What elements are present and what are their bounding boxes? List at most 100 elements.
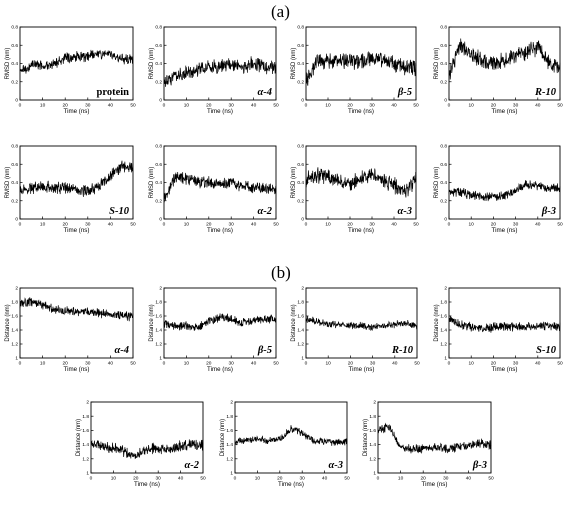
- y-tick-label: 2: [15, 286, 18, 292]
- subplot: 0 10 20 30 40 50 1 1.2 1.4 1.6 1.8 2 Time (ns) Distan…: [434, 286, 563, 373]
- y-tick-label: 1.6: [82, 428, 89, 434]
- series-line: [377, 422, 492, 454]
- x-tick-label: 40: [251, 103, 257, 109]
- x-axis-label: Time (ns): [492, 227, 518, 234]
- x-tick-label: 0: [305, 361, 308, 367]
- y-tick-label: 0.4: [155, 61, 162, 67]
- x-tick-label: 10: [255, 476, 261, 482]
- y-tick-label: 0.2: [155, 79, 162, 85]
- series-line: [305, 315, 418, 331]
- x-tick-label: 10: [40, 103, 46, 109]
- y-tick-label: 0.4: [11, 180, 18, 186]
- x-tick-label: 40: [108, 103, 114, 109]
- y-tick-label: 0.8: [11, 144, 18, 150]
- x-tick-label: 0: [448, 361, 451, 367]
- x-axis-label: Time (ns): [348, 108, 374, 115]
- x-tick-label: 20: [206, 103, 212, 109]
- x-tick-label: 0: [19, 361, 22, 367]
- panel-label-b: (b): [271, 263, 291, 282]
- x-tick-label: 30: [156, 476, 162, 482]
- x-tick-label: 10: [469, 361, 475, 367]
- y-axis-label: RMSD (nm): [291, 48, 297, 80]
- x-tick-label: 30: [513, 222, 519, 228]
- x-tick-label: 20: [63, 361, 69, 367]
- y-tick-label: 1: [230, 471, 233, 477]
- y-tick-label: 1.6: [440, 314, 447, 320]
- x-tick-label: 10: [398, 476, 404, 482]
- x-tick-label: 40: [251, 361, 257, 367]
- y-tick-label: 0: [15, 217, 18, 223]
- y-tick-label: 1.4: [155, 328, 162, 334]
- subplot: 0 10 20 30 40 50 0 0.2 0.4 0.6 0.8 Time (ns) RMSD (n…: [149, 25, 279, 115]
- subplot-title: R-10: [391, 345, 414, 356]
- y-tick-label: 1.8: [226, 414, 233, 420]
- x-axis-label: Time (ns): [64, 366, 90, 373]
- x-tick-label: 40: [108, 361, 114, 367]
- y-tick-label: 0.6: [297, 162, 304, 168]
- x-tick-label: 40: [535, 103, 541, 109]
- x-tick-label: 20: [63, 103, 69, 109]
- subplot: 0 10 20 30 40 50 1 1.2 1.4 1.6 1.8 2 Time (ns) Distan…: [5, 286, 136, 373]
- x-tick-label: 40: [392, 361, 398, 367]
- y-tick-label: 1.8: [297, 300, 304, 306]
- y-tick-label: 1: [159, 356, 162, 362]
- series-line: [163, 56, 277, 87]
- x-tick-label: 10: [40, 222, 46, 228]
- y-tick-label: 0.2: [440, 198, 447, 204]
- x-tick-label: 10: [184, 222, 190, 228]
- y-tick-label: 0: [159, 98, 162, 104]
- subplot: 0 10 20 30 40 50 0 0.2 0.4 0.6 0.8 Time (ns) RMSD (n…: [291, 25, 419, 115]
- x-tick-label: 0: [305, 222, 308, 228]
- y-axis-label: Distance (nm): [434, 304, 440, 341]
- x-axis-label: Time (ns): [348, 227, 374, 234]
- x-tick-label: 0: [19, 103, 22, 109]
- y-axis-label: RMSD (nm): [291, 167, 297, 199]
- y-tick-label: 0.2: [297, 79, 304, 85]
- x-tick-label: 0: [163, 103, 166, 109]
- subplot: 0 10 20 30 40 50 0 0.2 0.4 0.6 0.8 Time (ns) RMSD (n…: [434, 25, 563, 115]
- y-axis-label: RMSD (nm): [434, 48, 440, 80]
- y-tick-label: 1.2: [82, 456, 89, 462]
- subplot-title: α-3: [328, 460, 343, 471]
- x-tick-label: 30: [369, 103, 375, 109]
- y-tick-label: 2: [159, 286, 162, 292]
- y-tick-label: 1.4: [369, 442, 376, 448]
- x-tick-label: 30: [85, 103, 91, 109]
- subplot: 0 10 20 30 40 50 1 1.2 1.4 1.6 1.8 2 Time (ns) Distan…: [76, 400, 206, 488]
- series-line: [448, 38, 561, 80]
- y-tick-label: 0.4: [11, 61, 18, 67]
- x-tick-label: 50: [273, 222, 279, 228]
- y-tick-label: 0.6: [297, 43, 304, 49]
- y-tick-label: 1.2: [11, 342, 18, 348]
- y-tick-label: 0.8: [155, 25, 162, 31]
- x-tick-label: 50: [273, 103, 279, 109]
- subplot: 0 10 20 30 40 50 1 1.2 1.4 1.6 1.8 2 Time (ns) Distan…: [220, 400, 350, 488]
- y-tick-label: 1.2: [369, 456, 376, 462]
- series-line: [19, 49, 134, 74]
- x-tick-label: 40: [108, 222, 114, 228]
- y-tick-label: 0.8: [11, 25, 18, 31]
- x-tick-label: 50: [413, 222, 419, 228]
- subplot-title: α-3: [397, 206, 412, 217]
- subplot-title: R-10: [534, 87, 557, 98]
- x-tick-label: 50: [557, 361, 563, 367]
- x-tick-label: 30: [369, 222, 375, 228]
- x-tick-label: 20: [347, 222, 353, 228]
- x-tick-label: 30: [513, 361, 519, 367]
- series-line: [19, 297, 134, 322]
- y-tick-label: 1: [444, 356, 447, 362]
- subplot-title: protein: [97, 87, 130, 98]
- x-tick-label: 20: [133, 476, 139, 482]
- x-axis-label: Time (ns): [422, 481, 448, 488]
- subplot: 0 10 20 30 40 50 1 1.2 1.4 1.6 1.8 2 Time (ns) Distan…: [149, 286, 279, 373]
- series-line: [163, 171, 277, 203]
- y-tick-label: 1.2: [297, 342, 304, 348]
- plot-frame: [19, 287, 134, 359]
- y-axis-label: Distance (nm): [220, 419, 226, 456]
- x-tick-label: 50: [130, 222, 136, 228]
- y-axis-label: Distance (nm): [5, 304, 11, 341]
- y-tick-label: 1.4: [440, 328, 447, 334]
- y-tick-label: 0.4: [297, 180, 304, 186]
- x-tick-label: 0: [234, 476, 237, 482]
